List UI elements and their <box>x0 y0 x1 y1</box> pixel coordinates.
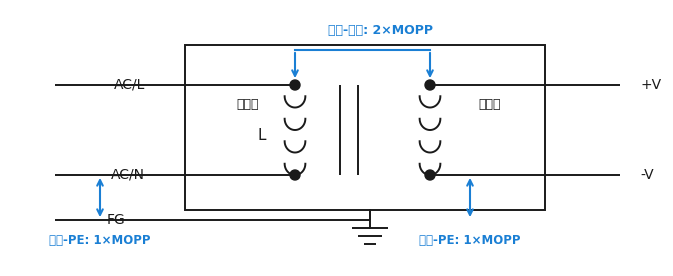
Text: 输入-PE: 1×MOPP: 输入-PE: 1×MOPP <box>49 233 151 246</box>
Text: -V: -V <box>640 168 653 182</box>
Text: AC/L: AC/L <box>114 78 145 92</box>
Text: FG: FG <box>106 213 125 227</box>
Text: AC/N: AC/N <box>111 168 145 182</box>
Circle shape <box>290 80 300 90</box>
Text: L: L <box>258 128 267 142</box>
Circle shape <box>425 80 435 90</box>
Text: 输入-输出: 2×MOPP: 输入-输出: 2×MOPP <box>328 23 433 36</box>
Circle shape <box>425 170 435 180</box>
Text: 二次側: 二次側 <box>479 99 501 112</box>
Text: 一次側: 一次側 <box>237 99 259 112</box>
Circle shape <box>290 170 300 180</box>
Text: +V: +V <box>640 78 661 92</box>
Text: 输出-PE: 1×MOPP: 输出-PE: 1×MOPP <box>419 233 521 246</box>
